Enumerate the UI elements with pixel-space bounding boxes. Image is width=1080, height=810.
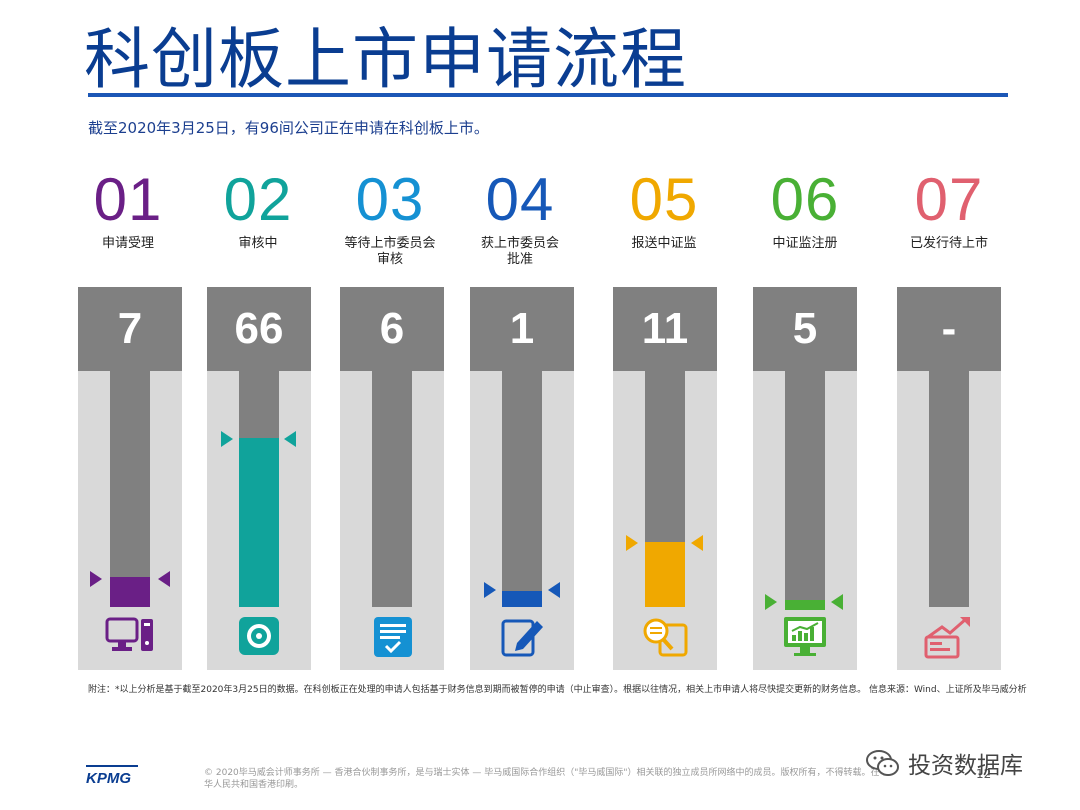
step-label: 已发行待上市 xyxy=(909,236,988,251)
left-marker xyxy=(221,431,233,447)
step-label-line2: 审核 xyxy=(376,252,403,267)
right-marker xyxy=(691,535,703,551)
step-label: 中证监注册 xyxy=(772,236,838,251)
magnifier-document-icon xyxy=(643,618,688,657)
count-value: - xyxy=(897,287,1001,371)
document-check-icon xyxy=(374,617,412,657)
page-number: 12 xyxy=(976,767,992,781)
column-shaft xyxy=(110,371,150,607)
step-label: 申请受理 xyxy=(101,236,154,251)
count-value: 6 xyxy=(340,287,444,371)
left-marker xyxy=(484,582,496,598)
step-column-3: 6 xyxy=(340,287,444,670)
step-label: 审核中 xyxy=(238,236,278,251)
progress-fill xyxy=(645,542,685,607)
step-column-2: 66 xyxy=(207,287,311,670)
right-marker xyxy=(158,571,170,587)
subtitle: 截至2020年3月25日，有96间公司正在申请在科创板上市。 xyxy=(88,119,489,137)
count-value: 1 xyxy=(470,287,574,371)
step-column-7: - xyxy=(897,287,1001,670)
step-number: 06 xyxy=(770,166,840,233)
step-number: 04 xyxy=(485,166,555,233)
step-label: 报送中证监 xyxy=(631,236,697,251)
step-header-1: 01 申请受理 xyxy=(56,168,200,252)
step-number: 07 xyxy=(914,166,984,233)
progress-fill xyxy=(785,600,825,610)
step-header-2: 02 审核中 xyxy=(186,168,330,252)
left-marker xyxy=(90,571,102,587)
step-header-3: 03 等待上市委员会 审核 xyxy=(318,168,462,268)
step-number: 03 xyxy=(355,166,425,233)
right-marker xyxy=(831,594,843,610)
watermark: 投资数据库 xyxy=(866,746,1023,780)
count-value: 66 xyxy=(207,287,311,371)
disk-icon xyxy=(239,617,279,655)
step-header-5: 05 报送中证监 xyxy=(592,168,736,252)
left-marker xyxy=(626,535,638,551)
column-shaft xyxy=(372,371,412,607)
progress-fill xyxy=(502,591,542,607)
step-number: 02 xyxy=(223,166,293,233)
progress-fill xyxy=(239,438,279,607)
step-label: 获上市委员会 xyxy=(480,236,559,251)
count-value: 5 xyxy=(753,287,857,371)
computer-icon xyxy=(105,617,153,651)
count-value: 11 xyxy=(613,287,717,371)
watermark-text: 投资数据库 xyxy=(908,753,1023,779)
step-column-5: 11 xyxy=(613,287,717,670)
copyright-text: © 2020毕马威会计师事务所 — 香港合伙制事务所，是与瑞士实体 — 毕马威国… xyxy=(204,768,889,790)
step-label-line2: 批准 xyxy=(506,252,533,267)
column-shaft xyxy=(929,371,969,607)
step-header-7: 07 已发行待上市 xyxy=(877,168,1021,252)
kpmg-logo: KPMG xyxy=(86,770,131,787)
step-column-4: 1 xyxy=(470,287,574,670)
footnote: 附注：*以上分析是基于截至2020年3月25日的数据。在科创板正在处理的申请人包… xyxy=(88,685,1027,695)
title-divider xyxy=(88,93,1008,97)
column-shaft xyxy=(502,371,542,607)
step-header-4: 04 获上市委员会 批准 xyxy=(448,168,592,268)
step-header-6: 06 中证监注册 xyxy=(733,168,877,252)
growth-arrow-icon xyxy=(924,617,970,659)
step-label: 等待上市委员会 xyxy=(344,236,436,251)
step-column-6: 5 xyxy=(753,287,857,670)
step-column-1: 7 xyxy=(78,287,182,670)
step-number: 05 xyxy=(629,166,699,233)
column-shaft xyxy=(785,371,825,607)
count-value: 7 xyxy=(78,287,182,371)
page-title: 科创板上市申请流程 xyxy=(84,21,687,98)
kpmg-logo-bar xyxy=(86,765,138,772)
wechat-icon xyxy=(866,750,899,776)
right-marker xyxy=(548,582,560,598)
edit-icon xyxy=(501,619,543,657)
step-number: 01 xyxy=(93,166,163,233)
progress-fill xyxy=(110,577,150,607)
monitor-chart-icon xyxy=(784,617,826,656)
left-marker xyxy=(765,594,777,610)
right-marker xyxy=(284,431,296,447)
